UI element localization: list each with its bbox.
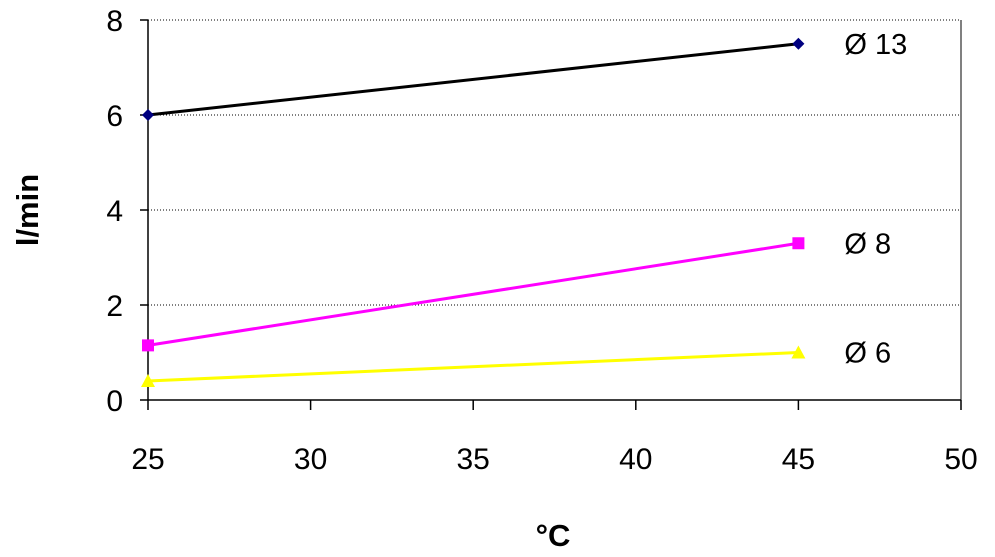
y-tick-label: 2 <box>106 290 123 323</box>
series-label: Ø 8 <box>844 228 891 260</box>
series-line <box>147 241 799 347</box>
y-axis-label: l/min <box>10 174 45 246</box>
series-labels: Ø 13 Ø 8 Ø 6 <box>844 29 907 370</box>
x-axis-label: °C <box>536 518 571 553</box>
y-tick-label: 6 <box>106 100 123 133</box>
gridlines <box>148 19 961 306</box>
x-tick-label: 35 <box>457 443 490 476</box>
series-group <box>141 37 806 387</box>
y-tick-label: 8 <box>106 5 123 38</box>
data-point-square <box>792 237 805 250</box>
data-point-diamond <box>792 37 805 50</box>
x-tick-label: 30 <box>294 443 327 476</box>
series-line <box>147 351 799 383</box>
x-tick-label: 40 <box>619 443 652 476</box>
series-label: Ø 6 <box>844 338 891 370</box>
data-point-diamond <box>142 109 154 121</box>
series-label: Ø 13 <box>844 29 907 61</box>
y-tick-label: 4 <box>106 195 123 228</box>
tick-labels: 0 2 4 6 8 25 30 35 40 45 50 <box>106 5 977 476</box>
x-tick-label: 50 <box>944 443 977 476</box>
axes <box>140 19 962 410</box>
y-tick-label: 0 <box>106 385 123 418</box>
data-point-square <box>142 339 154 352</box>
data-point-triangle <box>141 374 155 387</box>
data-point-triangle <box>791 345 806 359</box>
series-line <box>147 42 799 117</box>
x-tick-label: 45 <box>782 443 815 476</box>
x-tick-label: 25 <box>131 443 164 476</box>
